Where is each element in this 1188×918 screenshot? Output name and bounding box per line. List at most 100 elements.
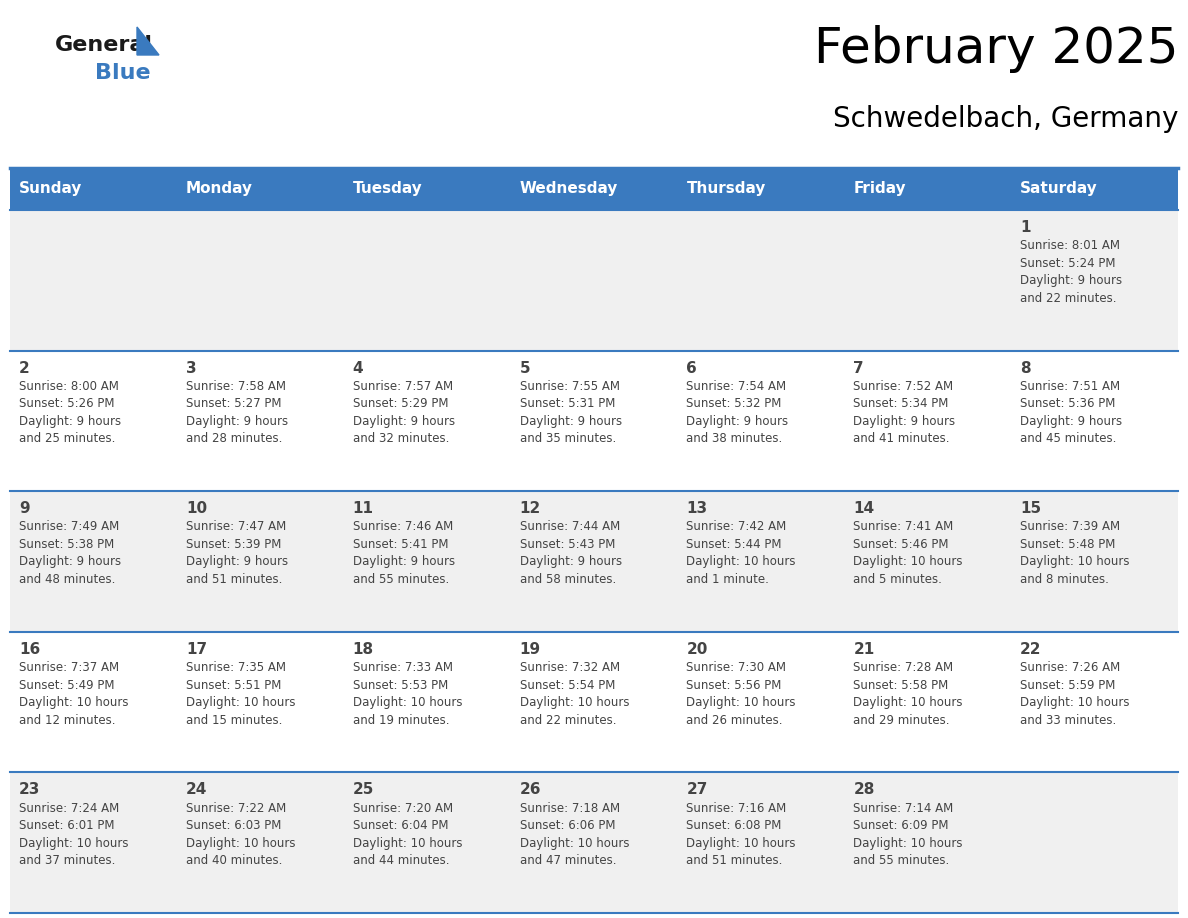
Bar: [511, 491, 677, 632]
Text: Daylight: 9 hours: Daylight: 9 hours: [519, 555, 621, 568]
Bar: [343, 351, 511, 491]
Text: Daylight: 9 hours: Daylight: 9 hours: [1020, 415, 1123, 428]
Text: Blue: Blue: [95, 63, 151, 83]
Bar: [1011, 168, 1178, 210]
Text: 15: 15: [1020, 501, 1041, 516]
Bar: [511, 351, 677, 491]
Text: and 51 minutes.: and 51 minutes.: [687, 854, 783, 868]
Text: 8: 8: [1020, 361, 1031, 375]
Text: Sunrise: 7:30 AM: Sunrise: 7:30 AM: [687, 661, 786, 674]
Bar: [845, 351, 1011, 491]
Text: Sunset: 5:44 PM: Sunset: 5:44 PM: [687, 538, 782, 551]
Text: and 28 minutes.: and 28 minutes.: [185, 432, 283, 445]
Bar: [845, 632, 1011, 772]
Bar: [677, 168, 845, 210]
Text: 23: 23: [19, 782, 40, 798]
Text: and 29 minutes.: and 29 minutes.: [853, 713, 949, 726]
Text: and 44 minutes.: and 44 minutes.: [353, 854, 449, 868]
Text: Daylight: 10 hours: Daylight: 10 hours: [1020, 696, 1130, 709]
Text: Sunrise: 7:58 AM: Sunrise: 7:58 AM: [185, 380, 286, 393]
Text: Sunday: Sunday: [19, 182, 82, 196]
Text: Sunset: 5:59 PM: Sunset: 5:59 PM: [1020, 678, 1116, 691]
Text: Sunset: 5:51 PM: Sunset: 5:51 PM: [185, 678, 282, 691]
Text: Daylight: 10 hours: Daylight: 10 hours: [185, 696, 296, 709]
Bar: [1011, 491, 1178, 632]
Text: Sunrise: 7:52 AM: Sunrise: 7:52 AM: [853, 380, 954, 393]
Bar: [845, 772, 1011, 913]
Bar: [845, 210, 1011, 351]
Text: Sunrise: 7:55 AM: Sunrise: 7:55 AM: [519, 380, 620, 393]
Text: and 37 minutes.: and 37 minutes.: [19, 854, 115, 868]
Bar: [177, 491, 343, 632]
Text: Sunrise: 7:28 AM: Sunrise: 7:28 AM: [853, 661, 954, 674]
Bar: [10, 351, 177, 491]
Bar: [177, 168, 343, 210]
Text: and 26 minutes.: and 26 minutes.: [687, 713, 783, 726]
Text: Daylight: 10 hours: Daylight: 10 hours: [687, 836, 796, 850]
Text: 7: 7: [853, 361, 864, 375]
Text: and 8 minutes.: and 8 minutes.: [1020, 573, 1110, 586]
Text: Sunset: 5:39 PM: Sunset: 5:39 PM: [185, 538, 282, 551]
Text: Daylight: 9 hours: Daylight: 9 hours: [19, 415, 121, 428]
Bar: [1011, 210, 1178, 351]
Text: 12: 12: [519, 501, 541, 516]
Text: Sunrise: 7:20 AM: Sunrise: 7:20 AM: [353, 801, 453, 814]
Text: 17: 17: [185, 642, 207, 656]
Bar: [677, 351, 845, 491]
Text: Saturday: Saturday: [1020, 182, 1098, 196]
Text: Sunrise: 7:51 AM: Sunrise: 7:51 AM: [1020, 380, 1120, 393]
Text: and 58 minutes.: and 58 minutes.: [519, 573, 615, 586]
Text: Sunrise: 7:44 AM: Sunrise: 7:44 AM: [519, 521, 620, 533]
Text: Daylight: 10 hours: Daylight: 10 hours: [687, 696, 796, 709]
Text: General: General: [55, 35, 153, 55]
Text: Thursday: Thursday: [687, 182, 766, 196]
Text: Sunrise: 7:32 AM: Sunrise: 7:32 AM: [519, 661, 620, 674]
Text: Tuesday: Tuesday: [353, 182, 423, 196]
Text: Daylight: 10 hours: Daylight: 10 hours: [1020, 555, 1130, 568]
Text: 9: 9: [19, 501, 30, 516]
Text: Monday: Monday: [185, 182, 253, 196]
Text: 1: 1: [1020, 220, 1031, 235]
Text: Daylight: 9 hours: Daylight: 9 hours: [1020, 274, 1123, 287]
Text: February 2025: February 2025: [814, 25, 1178, 73]
Text: Sunset: 5:56 PM: Sunset: 5:56 PM: [687, 678, 782, 691]
Text: 22: 22: [1020, 642, 1042, 656]
Text: and 45 minutes.: and 45 minutes.: [1020, 432, 1117, 445]
Text: Sunset: 5:36 PM: Sunset: 5:36 PM: [1020, 397, 1116, 410]
Text: Sunset: 5:43 PM: Sunset: 5:43 PM: [519, 538, 615, 551]
Text: and 55 minutes.: and 55 minutes.: [353, 573, 449, 586]
Text: 13: 13: [687, 501, 708, 516]
Text: Sunset: 6:03 PM: Sunset: 6:03 PM: [185, 819, 282, 832]
Bar: [343, 772, 511, 913]
Text: and 15 minutes.: and 15 minutes.: [185, 713, 283, 726]
Text: Daylight: 10 hours: Daylight: 10 hours: [19, 696, 128, 709]
Text: and 47 minutes.: and 47 minutes.: [519, 854, 617, 868]
Bar: [177, 632, 343, 772]
Text: Sunrise: 7:54 AM: Sunrise: 7:54 AM: [687, 380, 786, 393]
Text: Daylight: 10 hours: Daylight: 10 hours: [19, 836, 128, 850]
Text: Sunrise: 7:33 AM: Sunrise: 7:33 AM: [353, 661, 453, 674]
Text: 2: 2: [19, 361, 30, 375]
Text: 24: 24: [185, 782, 207, 798]
Text: Daylight: 9 hours: Daylight: 9 hours: [185, 555, 287, 568]
Bar: [511, 210, 677, 351]
Bar: [845, 491, 1011, 632]
Text: Sunrise: 7:16 AM: Sunrise: 7:16 AM: [687, 801, 786, 814]
Text: and 22 minutes.: and 22 minutes.: [1020, 292, 1117, 305]
Bar: [343, 168, 511, 210]
Bar: [677, 491, 845, 632]
Bar: [677, 210, 845, 351]
Text: 19: 19: [519, 642, 541, 656]
Text: Sunrise: 7:18 AM: Sunrise: 7:18 AM: [519, 801, 620, 814]
Bar: [1011, 772, 1178, 913]
Text: Sunrise: 7:46 AM: Sunrise: 7:46 AM: [353, 521, 453, 533]
Text: 4: 4: [353, 361, 364, 375]
Text: 18: 18: [353, 642, 374, 656]
Bar: [10, 772, 177, 913]
Text: Daylight: 10 hours: Daylight: 10 hours: [853, 836, 962, 850]
Text: and 55 minutes.: and 55 minutes.: [853, 854, 949, 868]
Text: Sunrise: 7:42 AM: Sunrise: 7:42 AM: [687, 521, 786, 533]
Text: Sunset: 6:01 PM: Sunset: 6:01 PM: [19, 819, 114, 832]
Text: Daylight: 9 hours: Daylight: 9 hours: [353, 555, 455, 568]
Polygon shape: [137, 27, 159, 55]
